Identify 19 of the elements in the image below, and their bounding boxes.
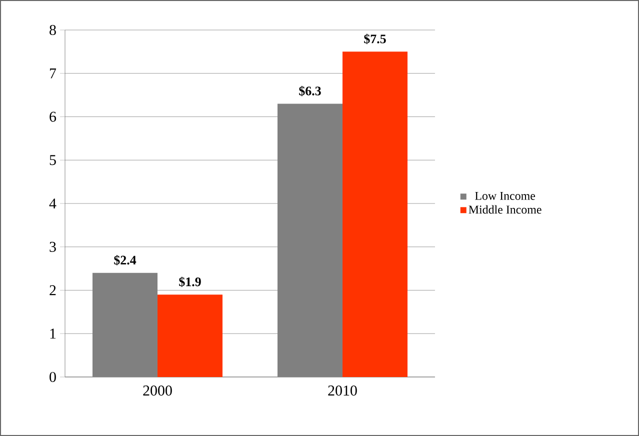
legend-label: Low Income <box>475 192 536 200</box>
y-tick-label: 5 <box>50 155 56 166</box>
y-tick-label: 6 <box>50 112 56 122</box>
bar <box>342 52 408 377</box>
bar <box>158 294 223 377</box>
y-tick-label: 2 <box>50 285 56 296</box>
data-label: $1.9 <box>179 276 201 288</box>
x-tick-label: 2000 <box>143 386 172 396</box>
y-tick-label: 1 <box>50 328 56 339</box>
data-label: $2.4 <box>114 255 136 266</box>
legend-label: Middle Income <box>468 205 542 214</box>
y-tick-label: 7 <box>50 68 56 78</box>
x-tick-label: 2010 <box>328 386 357 396</box>
data-label: $7.5 <box>364 34 386 44</box>
data-label: $6.3 <box>299 86 321 96</box>
y-tick-label: 4 <box>49 198 56 208</box>
y-tick-label: 3 <box>50 242 56 252</box>
y-tick-label: 0 <box>50 372 56 382</box>
y-tick-label: 8 <box>50 24 56 36</box>
